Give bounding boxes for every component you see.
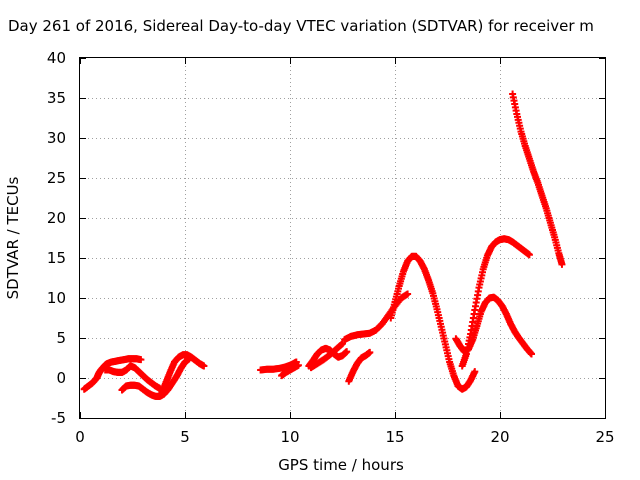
axis-ticks	[80, 58, 606, 419]
series-arc-5	[257, 358, 300, 374]
data-point	[471, 368, 479, 376]
x-tick-labels: 0 5 10 15 20 25	[75, 428, 614, 446]
series-arc-1	[80, 355, 145, 393]
x-tick-label: 0	[75, 428, 85, 446]
y-tick-label: 10	[47, 289, 66, 307]
data-point	[404, 290, 412, 298]
series-arc-6	[278, 361, 302, 380]
data-point	[558, 260, 566, 268]
series-arc-2	[101, 362, 164, 392]
series-arc-11	[387, 252, 479, 393]
series-arc-14	[509, 90, 566, 268]
x-tick-label: 10	[280, 428, 299, 446]
y-tick-label: -5	[51, 409, 66, 427]
series-arc-10	[345, 348, 374, 385]
x-tick-label: 25	[595, 428, 614, 446]
data-point	[343, 348, 351, 356]
y-tick-label: 0	[56, 369, 66, 387]
series-arc-4	[158, 351, 208, 396]
y-tick-label: 25	[47, 169, 66, 187]
data-point	[528, 350, 535, 358]
grid	[80, 58, 605, 418]
data-point	[137, 356, 145, 364]
y-axis-label: SDTVAR / TECUs	[4, 176, 22, 299]
data-point	[339, 340, 346, 348]
x-tick-label: 5	[180, 428, 190, 446]
data-point	[294, 361, 302, 369]
data-point	[525, 251, 533, 259]
data-point	[200, 362, 208, 370]
x-tick-label: 20	[490, 428, 509, 446]
series-arc-3	[118, 355, 193, 400]
y-tick-label: 40	[47, 49, 66, 67]
x-axis-label: GPS time / hours	[278, 456, 404, 474]
plot-frame	[79, 57, 606, 419]
y-tick-labels: -5 0 5 10 15 20 25 30 35 40	[47, 49, 66, 427]
y-tick-label: 35	[47, 89, 66, 107]
x-tick-label: 15	[385, 428, 404, 446]
y-tick-label: 20	[47, 209, 66, 227]
series-arc-8	[307, 340, 346, 372]
chart-title: Day 261 of 2016, Sidereal Day-to-day VTE…	[8, 17, 594, 35]
series-arc-13	[458, 235, 533, 370]
y-tick-label: 15	[47, 249, 66, 267]
y-tick-label: 5	[56, 329, 66, 347]
data-point	[366, 348, 374, 356]
data-series	[80, 90, 566, 400]
y-tick-label: 30	[47, 129, 66, 147]
